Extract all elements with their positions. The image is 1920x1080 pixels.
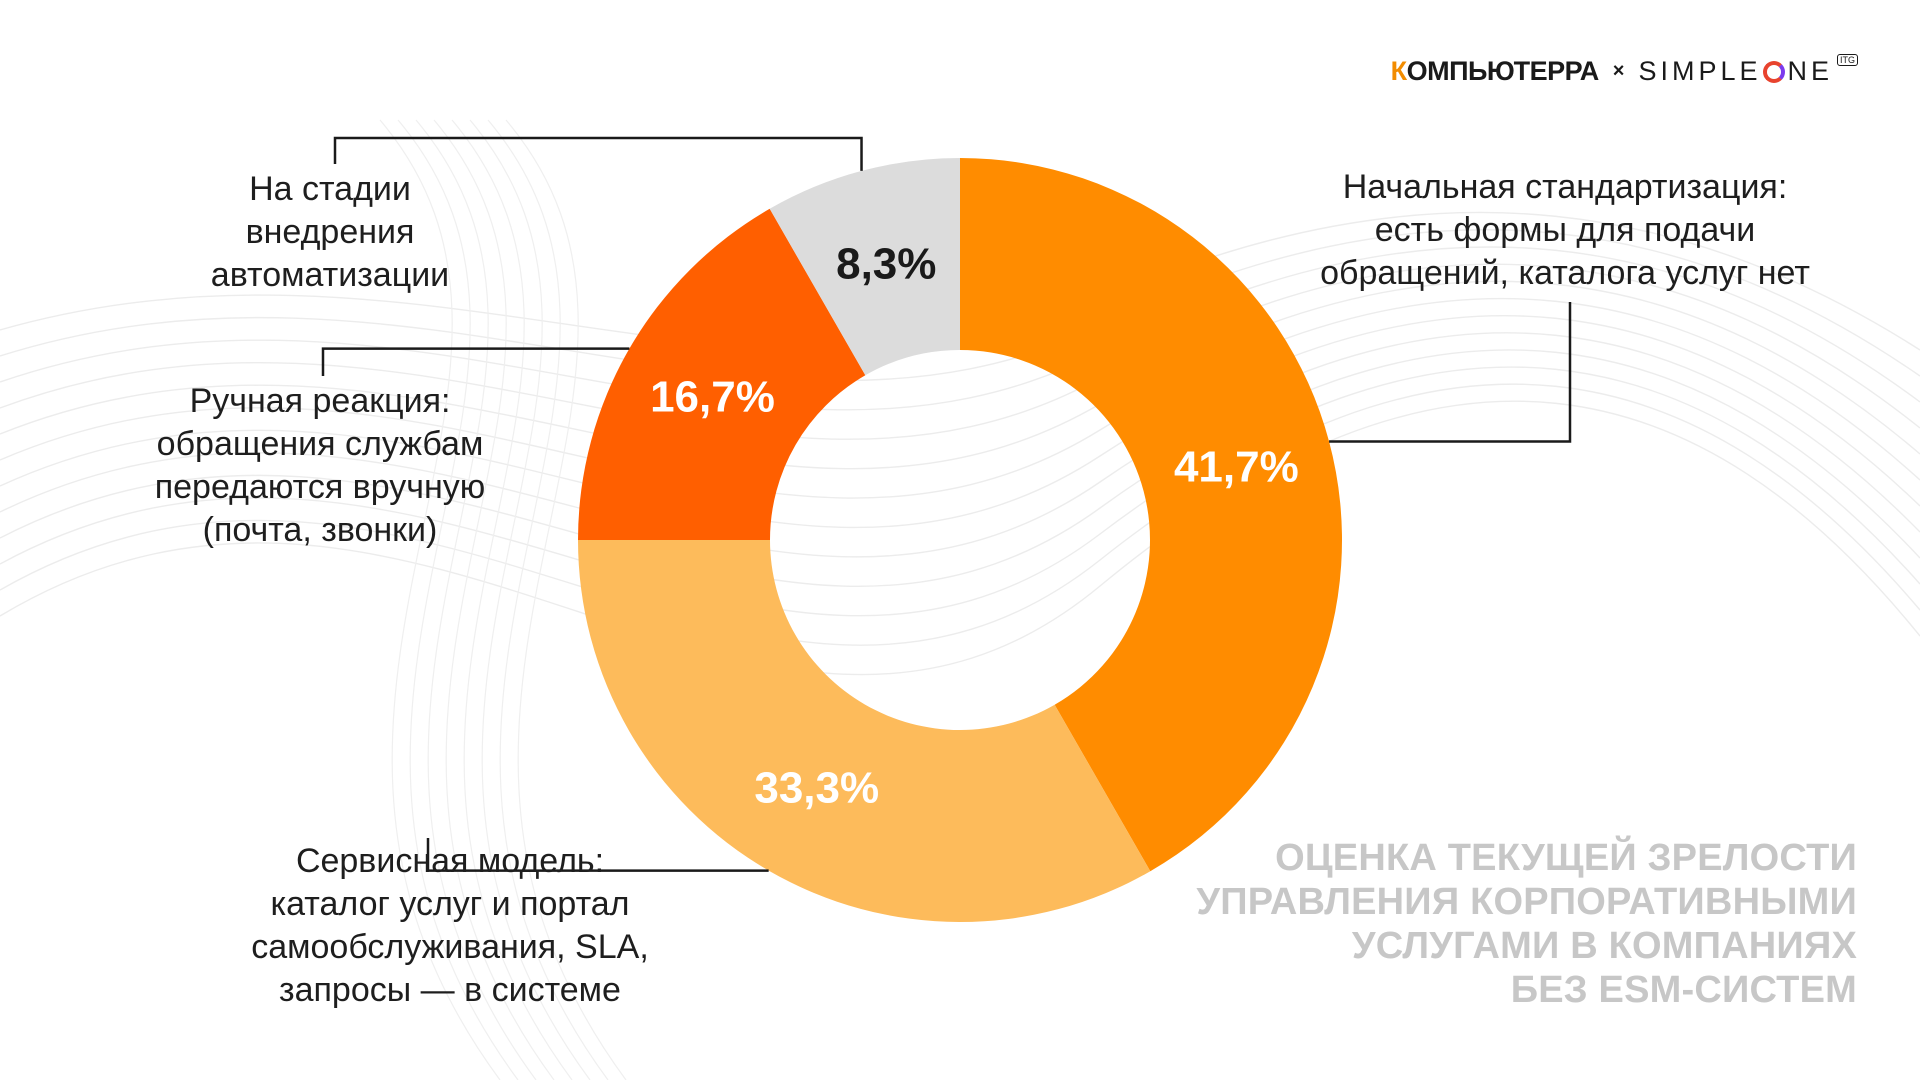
title-line: УСЛУГАМИ В КОМПАНИЯХ (1351, 925, 1857, 967)
wave-line (0, 383, 1920, 646)
slice-label-line: Ручная реакция: (189, 382, 451, 420)
value-label: 41,7% (1174, 442, 1299, 491)
leader-line (321, 347, 630, 376)
wave-line (0, 332, 1920, 558)
slice-label-line: передаются вручную (154, 468, 486, 506)
slice-label-line: Начальная стандартизация: (1342, 168, 1788, 206)
wave-line (0, 263, 1920, 440)
slice-label-line: самообслуживания, SLA, (251, 928, 649, 966)
slice-label-service-model: Сервисная модель: каталог услуг и портал с… (180, 840, 720, 1012)
leader-line (1329, 302, 1572, 443)
slice-label-implementation-stage: На стадии внедрения автоматизации (160, 168, 500, 297)
slice-label-line: внедрения (245, 213, 415, 251)
brand-separator: × (1612, 60, 1625, 82)
title-line: УПРАВЛЕНИЯ КОРПОРАТИВНЫМИ (1196, 881, 1857, 923)
slice-label-line: автоматизации (210, 256, 450, 294)
slice-label-line: (почта, звонки) (202, 511, 438, 549)
value-labels: 41,7% 33,3% 16,7% 8,3% (650, 240, 1299, 813)
leader-line (426, 838, 769, 872)
wave-line (0, 297, 1920, 499)
kompyuterra-logo: КОМПЬЮТЕРРА (1390, 56, 1600, 86)
brand-logos: КОМПЬЮТЕРРА × SIMPLE NE ITG (1390, 53, 1858, 87)
wave-line (451, 119, 573, 1080)
wave-line (415, 119, 537, 1080)
donut-slice (578, 208, 866, 540)
slice-label-line: На стадии (249, 170, 411, 208)
donut-chart (578, 158, 1342, 922)
wave-line (397, 119, 519, 1080)
donut-slice (960, 158, 1342, 872)
background-waves (0, 119, 1920, 1080)
title-line: ОЦЕНКА ТЕКУЩЕЙ ЗРЕЛОСТИ (1275, 837, 1857, 879)
ring-icon (1763, 60, 1786, 83)
wave-line (0, 366, 1920, 617)
wave-line (433, 119, 555, 1080)
wave-line (0, 349, 1920, 588)
value-label: 16,7% (650, 373, 775, 422)
wave-line (487, 119, 609, 1080)
wave-line (0, 314, 1920, 529)
slice-label-line: каталог услуг и портал (270, 885, 630, 923)
slice-label-line: есть формы для подачи (1374, 211, 1756, 249)
value-label: 8,3% (836, 240, 936, 289)
slice-label-line: Сервисная модель: (295, 842, 605, 880)
leader-line (333, 136, 863, 171)
leader-lines (321, 136, 1572, 872)
wave-line (379, 119, 501, 1080)
title-line: БЕЗ ESM-СИСТЕМ (1510, 969, 1857, 1011)
wave-line (0, 400, 1920, 676)
value-label: 33,3% (754, 764, 879, 813)
slice-label-manual-reaction: Ручная реакция: обращения службам передают… (100, 380, 540, 552)
slice-label-line: запросы — в системе (279, 971, 621, 1009)
wave-line (0, 280, 1920, 470)
donut-slice (769, 158, 960, 376)
slice-label-line: обращения службам (156, 425, 484, 463)
wave-line (505, 119, 627, 1080)
wave-line (469, 119, 591, 1080)
slice-label-line: обращений, каталога услуг нет (1320, 254, 1810, 292)
slice-label-initial-standardization: Начальная стандартизация: есть формы для … (1260, 166, 1870, 295)
donut-slice (578, 540, 1151, 922)
simpleone-logo: SIMPLE NE ITG (1638, 53, 1858, 87)
chart-title: ОЦЕНКА ТЕКУЩЕЙ ЗРЕЛОСТИ УПРАВЛЕНИЯ КОРПО… (1196, 836, 1857, 1012)
